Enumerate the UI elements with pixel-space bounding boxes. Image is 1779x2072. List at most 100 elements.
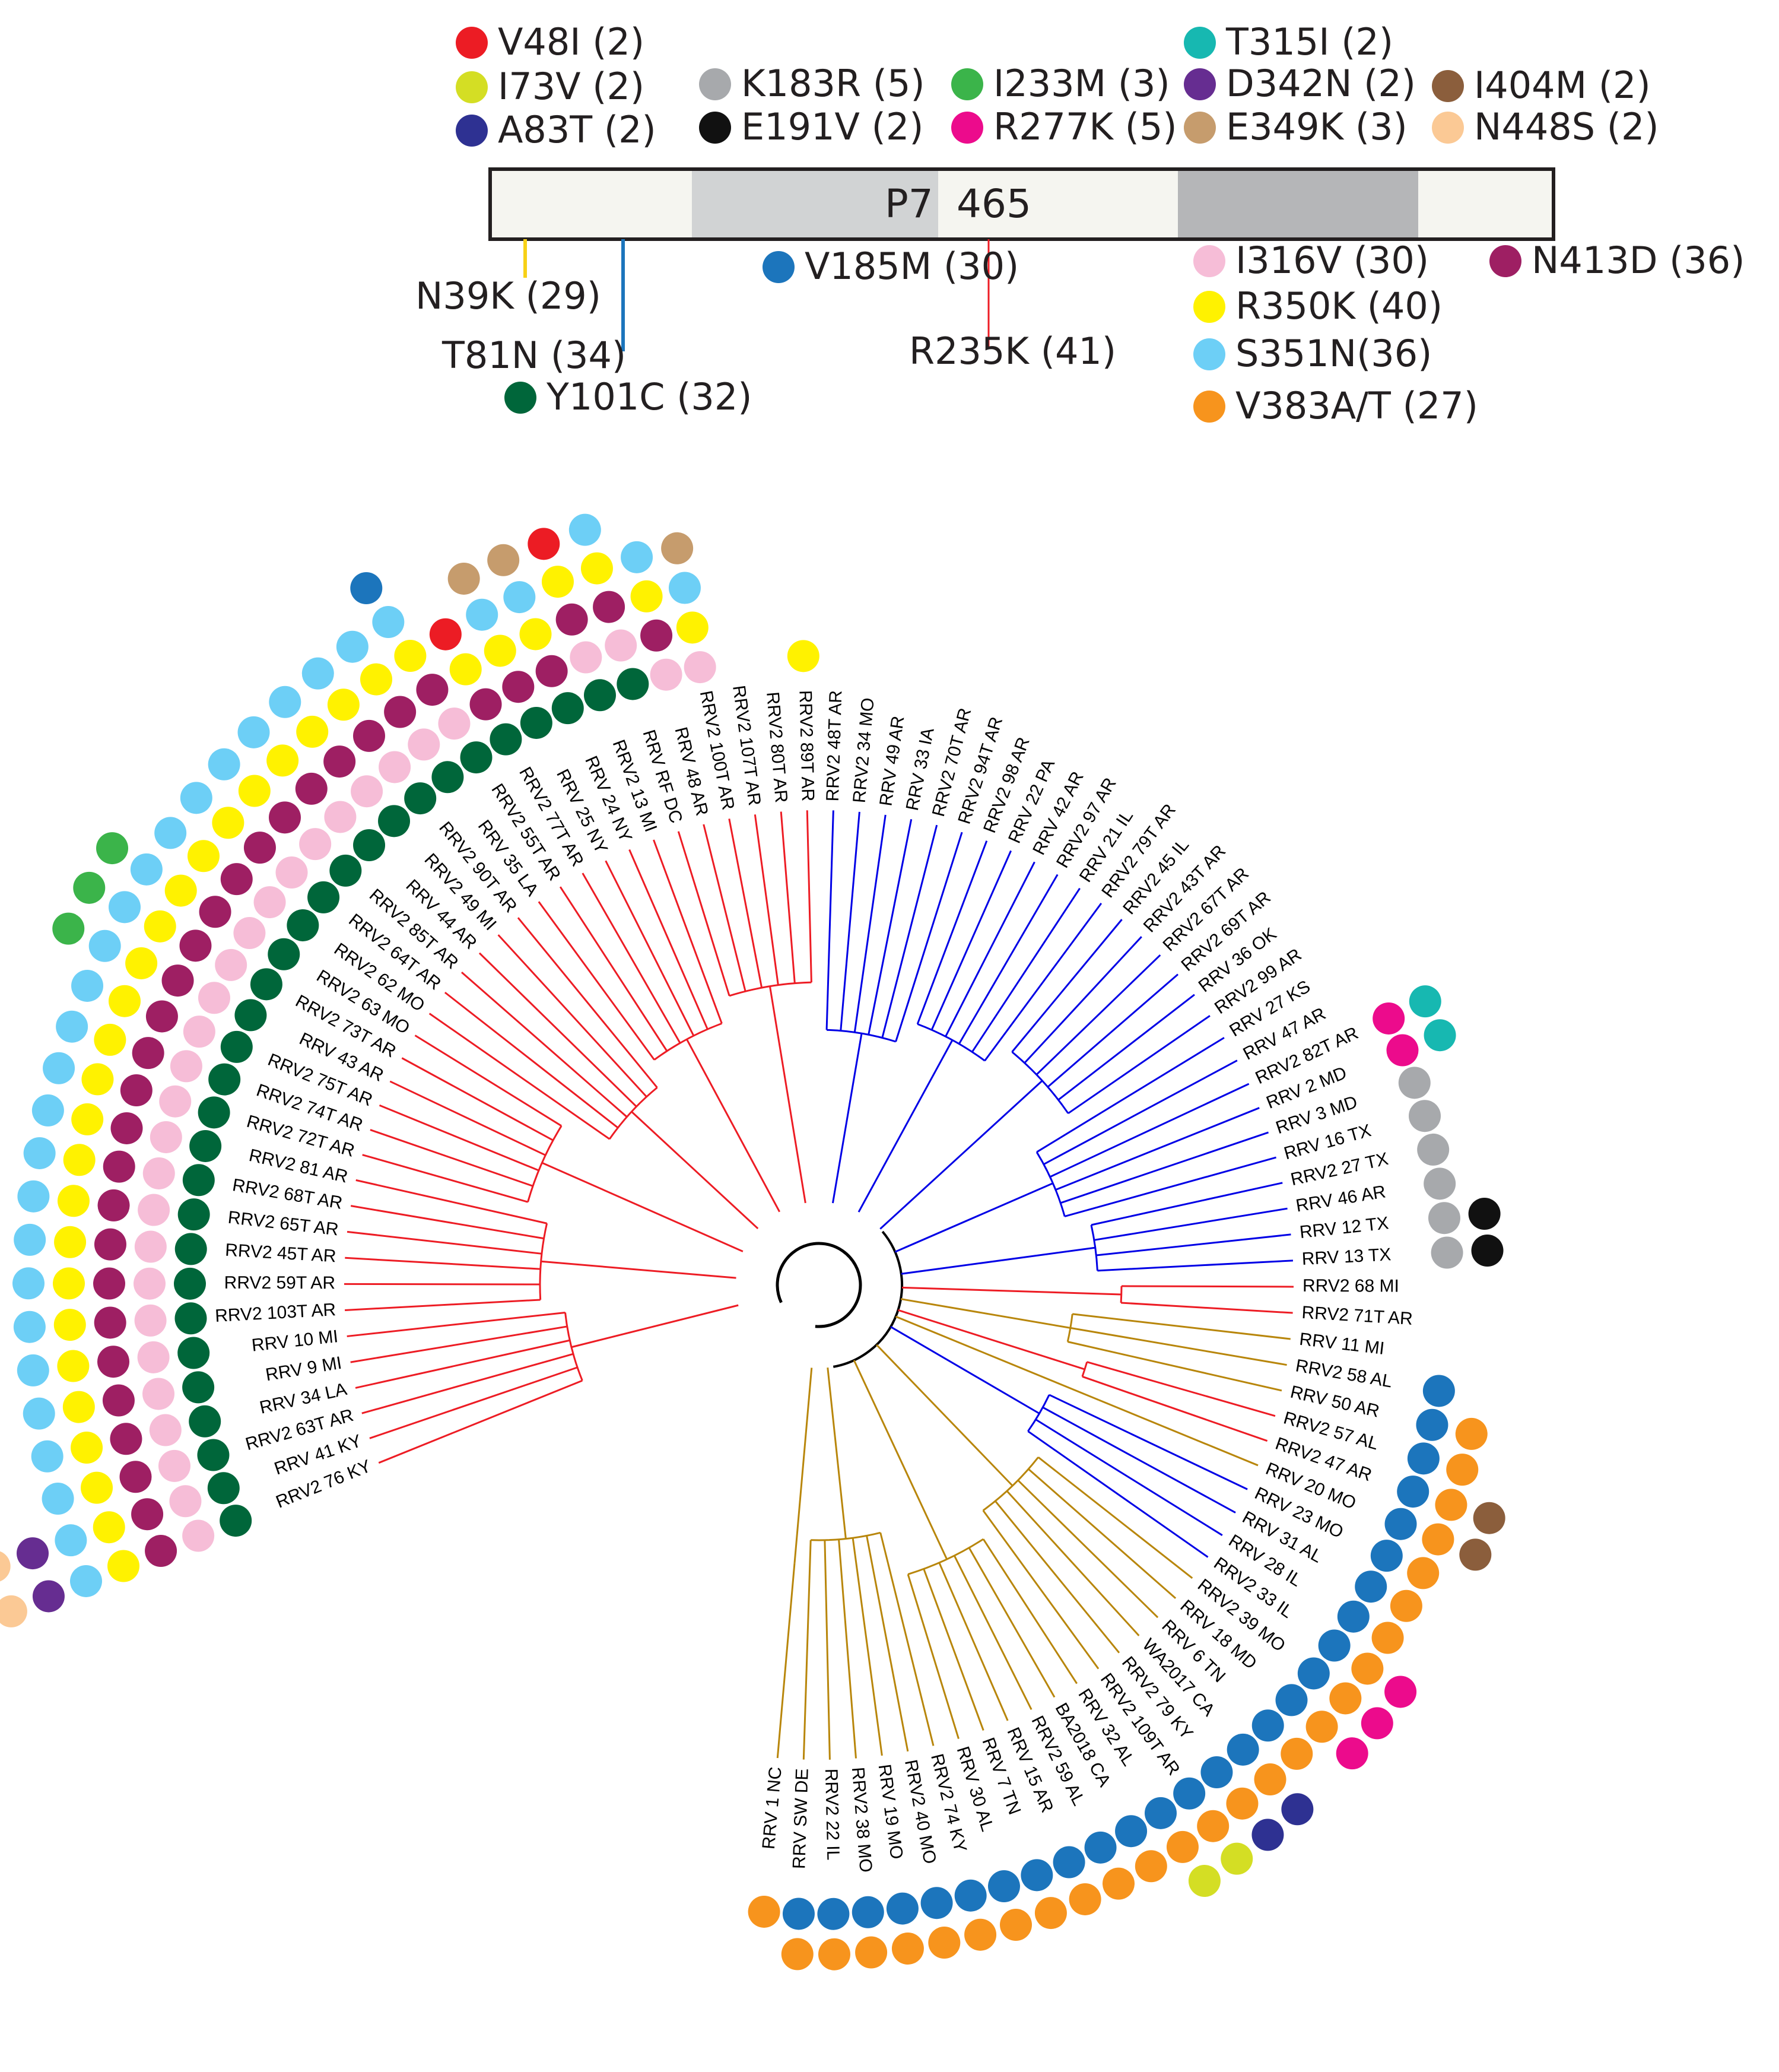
protein-map: P7 465	[488, 167, 1555, 351]
mutation-dot	[125, 947, 158, 979]
mutation-dot	[161, 964, 194, 997]
mutation-dot	[149, 1414, 182, 1446]
mutation-dot	[158, 1449, 190, 1482]
tree-leaf-branch	[1096, 1233, 1291, 1256]
tree-leaf-branch	[1011, 919, 1123, 1053]
mutation-dot	[189, 1129, 222, 1162]
tree-leaf-branch	[361, 1353, 574, 1414]
legend-dot-s351n	[1193, 338, 1225, 370]
tree-internal-branch	[631, 1110, 759, 1230]
tree-leaf-branch	[677, 831, 730, 997]
taxon-label: RRV 13 TX	[1301, 1245, 1392, 1269]
tree-leaf-branch	[350, 1325, 567, 1363]
mutation-dot	[107, 1550, 140, 1582]
mutation-dot	[1281, 1793, 1314, 1826]
mutation-dot	[555, 603, 588, 636]
mutation-dot	[1371, 1622, 1404, 1654]
mutation-dot	[1424, 1167, 1456, 1200]
mutation-dot	[88, 929, 121, 962]
mutation-dot	[1297, 1657, 1330, 1690]
mutation-dot	[1473, 1502, 1505, 1534]
tree-backbone-arc	[833, 1230, 903, 1368]
tree-leaf-branch	[1098, 1399, 1259, 1467]
tree-leaf-branch	[414, 1035, 562, 1127]
mutation-dot	[71, 1103, 104, 1135]
tree-leaf-branch	[895, 832, 963, 1042]
mutation-dot	[1251, 1819, 1284, 1851]
legend-dot-i316v	[1193, 245, 1225, 277]
mutation-dot	[174, 1267, 207, 1300]
mutation-dot	[447, 562, 480, 595]
mutation-dot	[119, 1461, 152, 1493]
mutation-dot	[1329, 1682, 1362, 1715]
mutation-dot	[96, 832, 129, 865]
mutation-dot	[287, 909, 319, 941]
mutation-dot	[53, 1309, 86, 1341]
mutation-dot	[1468, 1198, 1501, 1230]
mutation-dot	[237, 716, 270, 748]
mutation-dot	[14, 1223, 46, 1256]
mutation-dot	[668, 572, 701, 604]
mutation-dot	[31, 1440, 63, 1473]
tree-leaf-branch	[653, 839, 723, 1024]
tree-leaf-branch	[938, 1562, 1009, 1721]
mutation-dot	[159, 1085, 192, 1118]
mutation-dot	[886, 1892, 919, 1925]
tree-leaf-branch	[907, 1573, 960, 1740]
mutation-dot	[1336, 1737, 1368, 1770]
mutation-dot	[81, 1063, 114, 1096]
mutation-dot	[336, 630, 368, 663]
mutation-dot	[1431, 1236, 1463, 1269]
mutation-dot	[520, 706, 552, 739]
mutation-dot	[1226, 1787, 1259, 1820]
tree-internal-branch	[876, 1344, 1014, 1487]
taxon-label: RRV2 103T AR	[214, 1300, 336, 1326]
mutation-dot	[605, 629, 637, 662]
tree-leaf-branch	[953, 1555, 1033, 1711]
tree-leaf-branch	[703, 824, 746, 992]
taxon-label: RRV 46 AR	[1294, 1182, 1387, 1216]
mutation-dot	[580, 552, 613, 585]
mutation-dot	[142, 1157, 175, 1189]
legend-label-n413d: N413D (36)	[1532, 239, 1745, 282]
mutation-dot	[198, 982, 230, 1014]
tree-internal-branch	[827, 1367, 847, 1539]
mutation-dot	[466, 598, 498, 631]
tree-leaf-branch	[776, 1563, 796, 1759]
mutation-dot	[110, 1112, 143, 1144]
mutation-dot	[469, 688, 502, 721]
protein-label-right: 465	[957, 181, 1031, 227]
tree-leaf-branch	[1121, 1302, 1293, 1314]
mutation-dot	[1115, 1815, 1148, 1848]
legend-label-n448s: N448S (2)	[1474, 105, 1659, 148]
mutation-dot	[954, 1879, 987, 1912]
mutation-dot	[372, 606, 405, 639]
tree-leaf-branch	[370, 1129, 533, 1187]
mutation-dot	[676, 611, 709, 644]
mutation-dot	[54, 1226, 87, 1258]
tree-leaf-branch	[559, 886, 668, 1052]
tree-leaf-branch	[1006, 1490, 1140, 1636]
mutation-dot	[583, 679, 616, 712]
mutation-dot	[134, 1230, 167, 1263]
mutation-dot	[1361, 1707, 1393, 1740]
mutation-dot	[329, 854, 362, 887]
tree-backbone-arc	[776, 1242, 862, 1328]
mutation-dot	[1384, 1508, 1417, 1540]
mutation-dot	[351, 775, 383, 808]
mutation-dot	[1084, 1831, 1117, 1864]
mutation-dot	[134, 1267, 166, 1300]
mutation-dot	[1409, 985, 1441, 1018]
legend-label-s351n: S351N(36)	[1235, 332, 1432, 375]
taxon-label: RRV2 45T AR	[224, 1240, 336, 1267]
tree-leaf-branch	[347, 1230, 542, 1255]
tree-leaf-branch	[881, 824, 938, 1038]
mutation-dot	[145, 1535, 177, 1568]
tree-leaf-branch	[1043, 1059, 1238, 1165]
mutation-dot	[1373, 1002, 1405, 1035]
mutation-dot	[253, 886, 286, 919]
mutation-dot	[487, 544, 520, 576]
mutation-dot	[134, 1304, 167, 1337]
mutation-dot	[174, 1302, 207, 1335]
legend-label-a83t: A83T (2)	[498, 108, 656, 151]
